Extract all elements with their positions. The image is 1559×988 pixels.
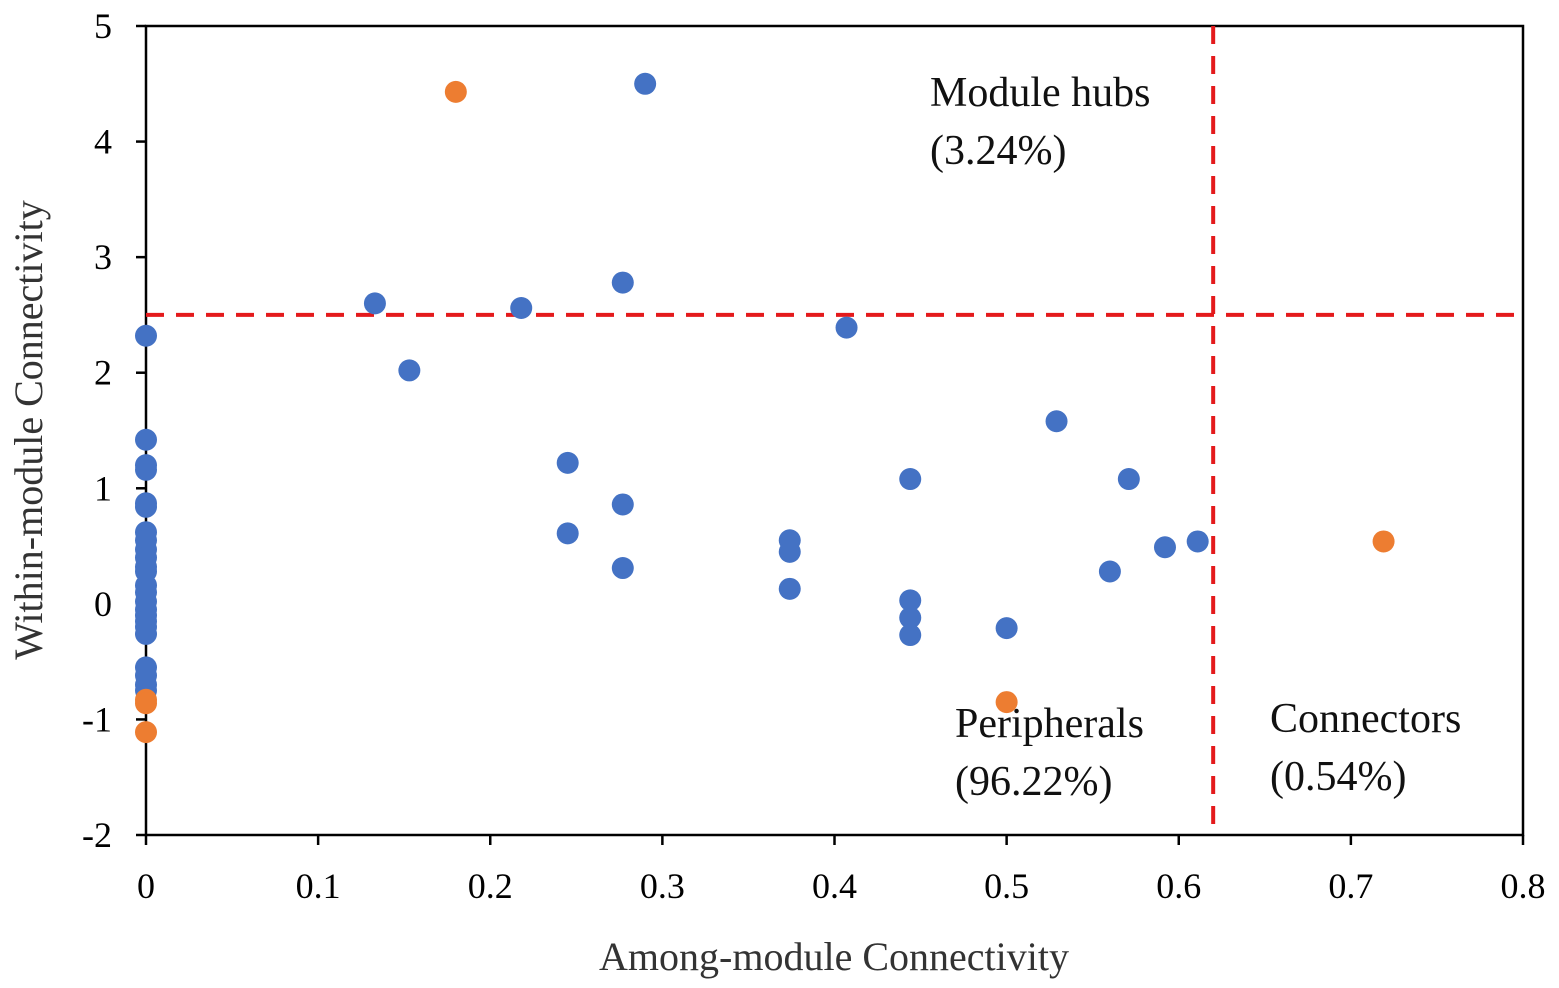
data-point-blue: [135, 622, 157, 645]
data-point-blue: [1186, 530, 1209, 553]
data-point-blue: [135, 324, 157, 347]
annotation-connectors-line-2: (0.54%): [1270, 754, 1406, 800]
data-point-blue: [363, 292, 386, 315]
annotation-module-hubs-line-2: (3.24%): [930, 128, 1066, 174]
data-point-blue: [510, 296, 533, 319]
data-point-orange: [444, 80, 467, 103]
y-tick-label: 0: [94, 584, 112, 624]
annotation-module-hubs-line-1: Module hubs: [930, 70, 1151, 116]
x-tick-label: 0.6: [1156, 866, 1201, 906]
y-tick-label: 1: [94, 468, 112, 508]
data-point-blue: [778, 540, 801, 563]
data-point-blue: [135, 428, 157, 451]
data-point-blue: [899, 606, 922, 629]
data-point-blue: [634, 72, 657, 95]
x-tick-label: 0.1: [296, 866, 341, 906]
y-axis-title: Within-module Connectivity: [6, 200, 51, 659]
y-axis-ticks: 5 4 3 2 1 0 -1 -2: [82, 6, 146, 855]
x-tick-label: 0.3: [640, 866, 685, 906]
data-point-orange: [995, 691, 1018, 714]
data-point-blue: [1098, 560, 1121, 583]
data-point-blue: [835, 316, 858, 339]
data-points: [135, 72, 1395, 744]
x-axis-ticks: 0 0.1 0.2 0.3 0.4 0.5 0.6 0.7 0.8: [137, 835, 1546, 906]
data-point-blue: [1117, 468, 1140, 491]
x-tick-label: 0.5: [984, 866, 1029, 906]
data-point-blue: [899, 468, 922, 491]
x-tick-label: 0.7: [1328, 866, 1373, 906]
annotation-peripherals: Peripherals (96.22%): [955, 701, 1154, 805]
x-tick-label: 0.4: [812, 866, 857, 906]
data-point-blue: [899, 589, 922, 612]
x-tick-label: 0.2: [468, 866, 513, 906]
y-tick-label: 3: [94, 237, 112, 277]
x-axis-title: Among-module Connectivity: [599, 934, 1069, 979]
data-point-blue: [611, 271, 634, 294]
data-point-blue: [899, 624, 922, 647]
annotation-peripherals-line-1: Peripherals: [955, 701, 1144, 747]
data-point-orange: [135, 692, 157, 715]
annotation-connectors: Connectors (0.54%): [1270, 696, 1472, 800]
data-point-blue: [611, 557, 634, 580]
data-point-blue: [135, 495, 157, 518]
annotation-module-hubs: Module hubs (3.24%): [930, 70, 1161, 174]
data-point-orange: [1372, 530, 1395, 553]
annotation-connectors-line-1: Connectors: [1270, 696, 1461, 742]
annotation-peripherals-line-2: (96.22%): [955, 759, 1112, 805]
y-tick-label: -2: [82, 815, 112, 855]
data-point-blue: [778, 577, 801, 600]
data-point-blue: [398, 359, 421, 382]
data-point-blue: [611, 493, 634, 516]
data-point-blue: [135, 458, 157, 481]
x-tick-label: 0: [137, 866, 155, 906]
y-tick-label: 2: [94, 353, 112, 393]
data-point-blue: [556, 451, 579, 474]
y-tick-label: 4: [94, 122, 112, 162]
y-tick-label: 5: [94, 6, 112, 46]
data-point-blue: [995, 617, 1018, 640]
data-point-blue: [1153, 536, 1176, 559]
y-tick-label: -1: [82, 699, 112, 739]
data-point-blue: [556, 522, 579, 545]
x-tick-label: 0.8: [1501, 866, 1546, 906]
data-point-blue: [1045, 410, 1068, 433]
data-point-orange: [135, 721, 157, 744]
